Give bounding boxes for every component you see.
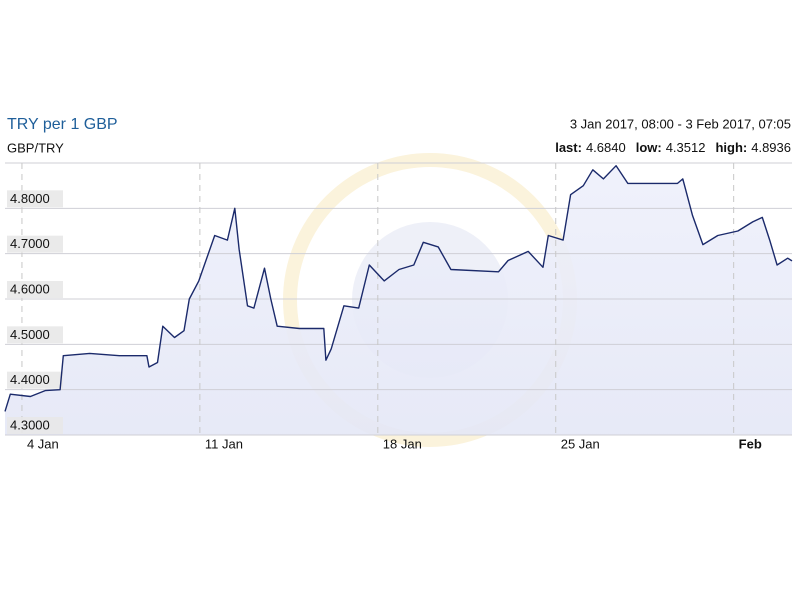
stat-value: 4.8936 (751, 140, 791, 155)
x-tick-label: 18 Jan (383, 436, 422, 451)
y-tick-label: 4.8000 (10, 191, 50, 206)
stat-name: last: (555, 140, 582, 155)
x-tick-label: 4 Jan (27, 436, 59, 451)
stat-value: 4.6840 (586, 140, 626, 155)
y-label-bg (7, 235, 63, 253)
x-tick-label: 25 Jan (561, 436, 600, 451)
y-label-bg (7, 371, 63, 389)
area-fill (5, 165, 792, 435)
price-line (4, 165, 793, 412)
chart-title: TRY per 1 GBP (7, 116, 118, 133)
stat-value: 4.3512 (666, 140, 706, 155)
y-label-bg (7, 417, 63, 434)
x-tick-label: 11 Jan (205, 436, 243, 451)
y-label-bg (7, 326, 63, 344)
y-tick-label: 4.5000 (10, 327, 50, 342)
y-tick-label: 4.3000 (10, 417, 50, 432)
y-label-bg (7, 190, 63, 208)
y-tick-label: 4.7000 (10, 236, 50, 251)
stat-name: high: (715, 140, 747, 155)
date-range: 3 Jan 2017, 08:00 - 3 Feb 2017, 07:05 (570, 116, 791, 131)
x-tick-label: Feb (739, 436, 762, 451)
y-label-bg (7, 281, 63, 298)
chart-subtitle: GBP/TRY (7, 140, 64, 155)
stats-text: last: 4.6840 low: 4.3512 high: 4.8936 (555, 140, 791, 155)
stats: last: 4.6840 low: 4.3512 high: 4.8936 (555, 140, 791, 155)
y-tick-label: 4.4000 (10, 372, 50, 387)
y-tick-label: 4.6000 (10, 281, 50, 296)
stat-name: low: (636, 140, 662, 155)
plot: 4 Jan 11 Jan 18 Jan 25 Jan Feb 4.3000 4.4000 4.… (4, 153, 793, 451)
